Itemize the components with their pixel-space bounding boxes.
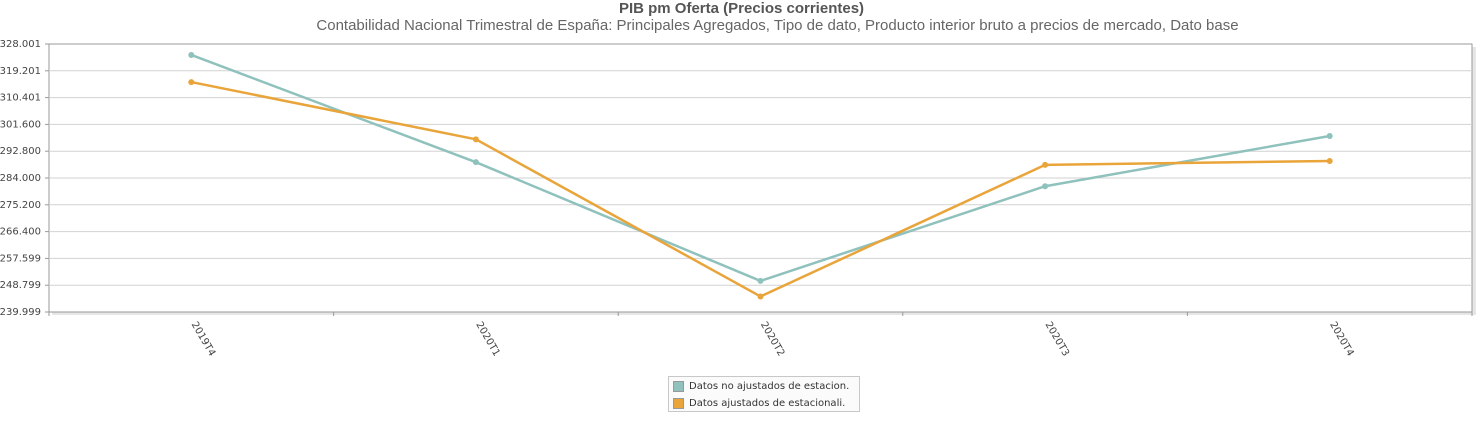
y-tick-label: 266.400 — [0, 227, 41, 238]
y-tick-label: 328.001 — [0, 39, 41, 50]
data-point[interactable] — [472, 159, 479, 166]
data-point[interactable] — [1326, 132, 1333, 139]
y-tick-label: 248.799 — [0, 280, 41, 291]
data-point[interactable] — [188, 51, 195, 58]
legend-label-ajustados: Datos ajustados de estacionali. — [689, 397, 846, 409]
legend-item-no-ajustados[interactable]: Datos no ajustados de estacion. — [673, 378, 849, 394]
y-tick-label: 275.200 — [0, 200, 41, 211]
gridlines — [49, 70, 1472, 286]
data-point[interactable] — [472, 136, 479, 143]
x-tick-label: 2019T4 — [189, 320, 217, 358]
y-axis: 328.001 319.201 310.401 301.600 292.800 284.0… — [0, 39, 49, 318]
x-tick-label: 2020T4 — [1327, 320, 1355, 358]
y-tick-label: 301.600 — [0, 119, 41, 130]
data-point[interactable] — [757, 277, 764, 284]
legend-swatch-ajustados — [673, 397, 684, 409]
y-tick-label: 284.000 — [0, 173, 41, 184]
data-point[interactable] — [188, 79, 195, 86]
x-tick-label: 2020T1 — [473, 320, 501, 358]
y-tick-label: 310.401 — [0, 93, 41, 104]
x-tick-label: 2020T2 — [758, 320, 786, 358]
data-point[interactable] — [1326, 157, 1333, 164]
chart-subtitle: Contabilidad Nacional Trimestral de Espa… — [316, 17, 1239, 34]
y-tick-label: 292.800 — [0, 146, 41, 157]
data-point[interactable] — [1042, 161, 1049, 168]
y-tick-label: 257.599 — [0, 253, 41, 264]
data-point[interactable] — [1042, 183, 1049, 190]
legend-swatch-no-ajustados — [673, 380, 684, 392]
y-tick-label: 239.999 — [0, 307, 41, 318]
series-group — [188, 51, 1333, 300]
legend: Datos no ajustados de estacion. Datos aj… — [668, 376, 860, 412]
chart-title: PIB pm Oferta (Precios corrientes) — [618, 0, 865, 17]
x-tick-label: 2020T3 — [1043, 320, 1071, 358]
legend-item-ajustados[interactable]: Datos ajustados de estacionali. — [673, 395, 845, 411]
y-tick-label: 319.201 — [0, 66, 41, 77]
x-axis: 2019T4 2020T1 2020T2 2020T3 2020T4 — [48, 312, 1473, 358]
data-point[interactable] — [757, 293, 764, 300]
line-chart: 328.001 319.201 310.401 301.600 292.800 284.0… — [0, 39, 1476, 358]
legend-label-no-ajustados: Datos no ajustados de estacion. — [689, 380, 850, 392]
